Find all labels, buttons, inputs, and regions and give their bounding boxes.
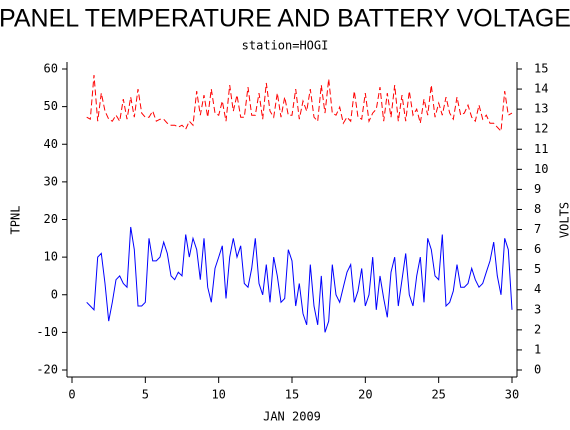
y2-tick-label: 11 bbox=[534, 142, 548, 156]
x-axis-label: JAN 2009 bbox=[263, 410, 321, 424]
y-tick-label: 40 bbox=[44, 137, 58, 151]
y-tick-label: 10 bbox=[44, 250, 58, 264]
y-axis-label: TPNL bbox=[9, 206, 23, 235]
y2-tick-label: 3 bbox=[534, 302, 541, 316]
x-tick-label: 30 bbox=[505, 388, 519, 402]
x-tick-label: 15 bbox=[285, 388, 299, 402]
y-tick-label: 20 bbox=[44, 212, 58, 226]
x-tick-label: 25 bbox=[431, 388, 445, 402]
data-line bbox=[86, 74, 513, 133]
y2-tick-label: 15 bbox=[534, 62, 548, 76]
y2-tick-label: 5 bbox=[534, 262, 541, 276]
y2-tick-label: 13 bbox=[534, 102, 548, 116]
y-tick-label: -10 bbox=[36, 325, 58, 339]
y2-tick-label: 10 bbox=[534, 162, 548, 176]
x-tick-label: 5 bbox=[142, 388, 149, 402]
y2-tick-label: 14 bbox=[534, 82, 548, 96]
y2-axis-label: VOLTS bbox=[558, 202, 570, 238]
y-tick-label: -20 bbox=[36, 363, 58, 377]
chart-title: PANEL TEMPERATURE AND BATTERY VOLTAGE bbox=[0, 5, 570, 33]
x-tick-label: 20 bbox=[358, 388, 372, 402]
y2-tick-label: 6 bbox=[534, 242, 541, 256]
y2-tick-label: 0 bbox=[534, 363, 541, 377]
y2-tick-label: 8 bbox=[534, 202, 541, 216]
y2-tick-label: 2 bbox=[534, 322, 541, 336]
data-line bbox=[86, 226, 513, 333]
chart-subtitle: station=HOGI bbox=[242, 39, 329, 53]
y2-tick-label: 1 bbox=[534, 342, 541, 356]
y2-tick-label: 7 bbox=[534, 222, 541, 236]
y2-tick-label: 4 bbox=[534, 282, 541, 296]
x-tick-label: 10 bbox=[211, 388, 225, 402]
y2-tick-label: 12 bbox=[534, 122, 548, 136]
y-tick-label: 30 bbox=[44, 174, 58, 188]
y-tick-label: 60 bbox=[44, 62, 58, 76]
x-tick-label: 0 bbox=[68, 388, 75, 402]
y2-tick-label: 9 bbox=[534, 182, 541, 196]
y-tick-label: 50 bbox=[44, 99, 58, 113]
y-tick-label: 0 bbox=[51, 287, 58, 301]
